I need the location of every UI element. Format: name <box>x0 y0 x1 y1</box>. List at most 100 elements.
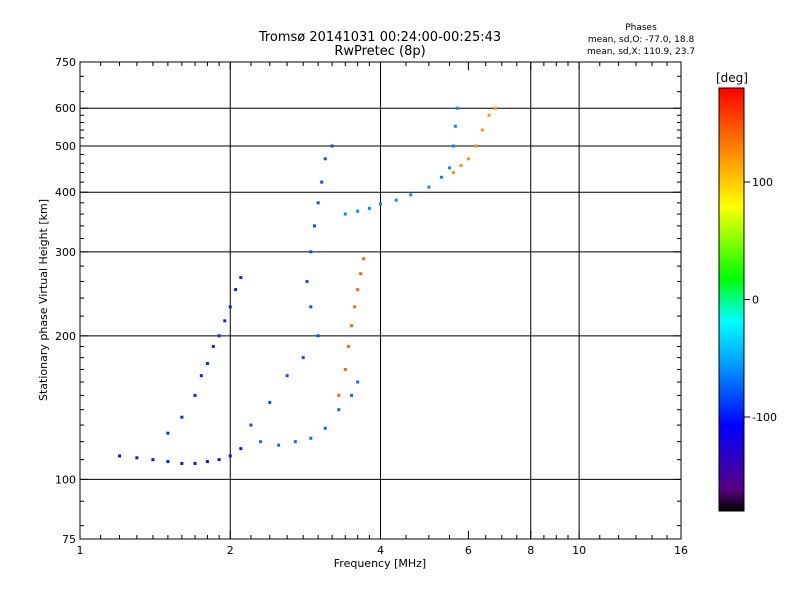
data-point <box>320 180 324 184</box>
data-point <box>323 426 327 430</box>
data-point <box>217 458 221 462</box>
colorbar-tick-label: 100 <box>752 176 773 189</box>
data-point <box>330 144 334 148</box>
data-point <box>455 106 459 110</box>
data-point <box>448 166 452 170</box>
colorbar-tick-label: 0 <box>752 294 759 307</box>
data-point <box>359 272 363 276</box>
data-point <box>487 113 491 117</box>
data-point <box>249 423 253 427</box>
data-point <box>205 460 209 464</box>
data-point <box>343 367 347 371</box>
data-point <box>309 305 313 309</box>
data-point <box>453 124 457 128</box>
data-point <box>316 201 320 205</box>
data-point <box>394 198 398 202</box>
data-point <box>234 288 238 292</box>
colorbar-ticks: 100 0 -100 <box>744 176 777 424</box>
data-point <box>166 460 170 464</box>
data-point <box>356 380 360 384</box>
data-point <box>451 144 455 148</box>
y-tick-label: 100 <box>55 473 76 486</box>
data-point <box>473 144 477 148</box>
x-tick-label: 8 <box>527 544 534 557</box>
y-tick-label: 500 <box>55 140 76 153</box>
phases-heading: Phases <box>625 23 657 33</box>
data-point <box>239 276 243 280</box>
data-point <box>343 212 347 216</box>
data-point <box>228 305 232 309</box>
data-point <box>217 334 221 338</box>
data-point <box>451 170 455 174</box>
y-tick-label: 200 <box>55 330 76 343</box>
data-point <box>301 356 305 360</box>
data-point <box>118 454 122 458</box>
data-point <box>309 250 313 254</box>
data-point <box>356 209 360 213</box>
data-point <box>367 206 371 210</box>
data-point <box>466 157 470 161</box>
data-point <box>316 334 320 338</box>
data-point <box>312 224 316 228</box>
data-point <box>285 374 289 378</box>
data-point <box>193 461 197 465</box>
data-point <box>409 193 413 197</box>
data-point <box>223 319 227 323</box>
data-point <box>379 202 382 206</box>
phases-o-mode: mean, sd,O: -77.0, 18.8 <box>588 35 695 45</box>
plot-points <box>118 106 498 465</box>
data-point <box>205 361 209 365</box>
plot-grid <box>80 62 681 539</box>
data-point <box>427 185 431 189</box>
data-point <box>180 461 184 465</box>
data-point <box>259 440 263 444</box>
data-point <box>228 454 232 458</box>
y-tick-label: 600 <box>55 102 76 115</box>
data-point <box>305 279 309 283</box>
y-tick-label: 75 <box>62 533 76 546</box>
data-point <box>180 415 184 419</box>
data-point <box>268 400 272 404</box>
x-tick-label: 6 <box>465 544 472 557</box>
data-point <box>199 374 203 378</box>
y-tick-label: 750 <box>55 56 76 69</box>
data-point <box>356 288 360 292</box>
y-tick-label: 400 <box>55 186 76 199</box>
x-axis-label: Frequency [MHz] <box>334 557 426 570</box>
colorbar-label: [deg] <box>716 71 748 85</box>
data-point <box>166 431 170 435</box>
y-axis-label: Stationary phase Virtual Height [km] <box>37 199 50 401</box>
y-tick-label: 300 <box>55 246 76 259</box>
chart-subtitle: RwPretec (8p) <box>334 44 425 59</box>
x-tick-label: 16 <box>674 544 688 557</box>
data-point <box>193 393 197 397</box>
data-point <box>346 344 350 348</box>
plot-ticks: 1 2 4 6 8 10 16 75 100 200 300 400 500 600 750 <box>55 56 688 557</box>
colorbar-tick-label: -100 <box>752 411 777 424</box>
x-tick-label: 4 <box>377 544 384 557</box>
data-point <box>440 175 444 179</box>
data-point <box>362 257 366 261</box>
chart-title: Tromsø 20141031 00:24:00-00:25:43 <box>258 30 501 45</box>
colorbar <box>718 87 745 512</box>
data-point <box>337 393 341 397</box>
data-point <box>459 164 463 168</box>
data-point <box>353 305 357 309</box>
data-point <box>480 128 484 132</box>
data-point <box>350 324 354 328</box>
x-tick-label: 2 <box>227 544 234 557</box>
data-point <box>309 436 313 440</box>
data-point <box>323 157 327 161</box>
data-point <box>277 443 281 447</box>
phases-x-mode: mean, sd,X: 110.9, 23.7 <box>587 47 695 57</box>
data-point <box>239 447 243 451</box>
data-point <box>293 440 297 444</box>
data-point <box>350 393 354 397</box>
data-point <box>337 408 341 412</box>
data-point <box>151 458 155 462</box>
x-tick-label: 1 <box>77 544 84 557</box>
data-point <box>135 456 139 460</box>
x-tick-label: 10 <box>572 544 586 557</box>
